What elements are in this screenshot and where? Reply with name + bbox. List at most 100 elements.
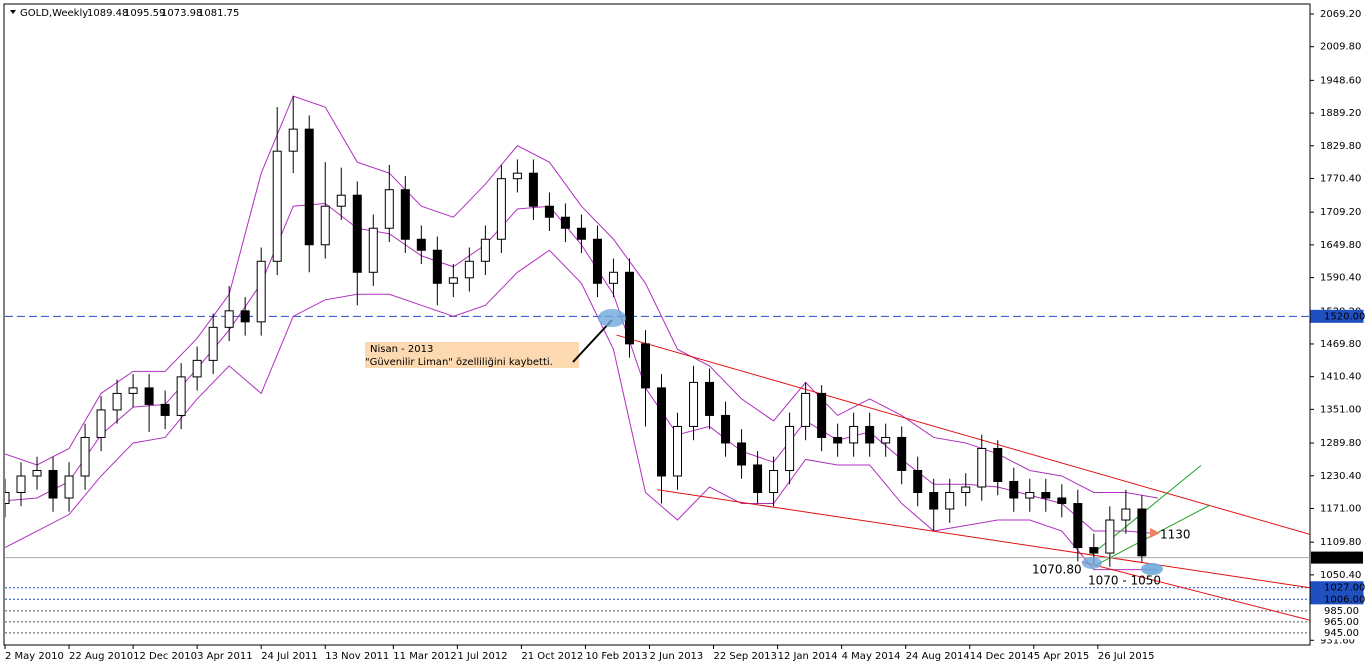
y-tick-label: 1171.00 (1320, 503, 1361, 514)
highlight (1141, 563, 1163, 575)
x-tick-label: 11 Mar 2012 (393, 651, 456, 662)
y-tick-label: 1889.20 (1320, 108, 1361, 119)
candle-body (1137, 508, 1147, 557)
candle-body (977, 447, 987, 488)
price-box-label: 945.00 (1324, 628, 1359, 639)
plot-frame (3, 3, 1311, 646)
candle-body (1025, 492, 1035, 499)
candle-body (256, 260, 266, 323)
x-tick-label: 10 Feb 2013 (585, 651, 647, 662)
candle-body (721, 414, 731, 444)
candle-body (945, 492, 955, 510)
trend-line (616, 334, 1310, 535)
y-tick-label: 1590.40 (1320, 273, 1361, 284)
candle-body (673, 425, 683, 477)
y-tick-label: 1649.80 (1320, 240, 1361, 251)
candle-body (192, 359, 202, 378)
candle-body (865, 425, 875, 444)
candle-body (496, 178, 506, 240)
candle-body (817, 392, 827, 438)
candle-body (576, 227, 586, 240)
y-tick-label: 931.60 (1320, 635, 1355, 646)
band-lower (5, 249, 1158, 571)
price-box-label: 985.00 (1324, 606, 1359, 617)
candle-body (785, 425, 795, 471)
candle-body (769, 469, 779, 494)
candle-body (913, 469, 923, 494)
candle-body (16, 475, 26, 494)
candle-body (336, 194, 346, 207)
y-tick-label: 1829.80 (1320, 141, 1361, 152)
y-tick-label: 1351.00 (1320, 404, 1361, 415)
band-upper (5, 95, 1158, 499)
candle-body (448, 277, 458, 284)
candle-body (208, 326, 218, 361)
y-tick-label: 1469.80 (1320, 339, 1361, 350)
candle-body (624, 271, 634, 345)
candle-body (144, 387, 154, 405)
candle-body (352, 194, 362, 273)
candle-body (929, 492, 939, 510)
y-tick-label: 1410.40 (1320, 372, 1361, 383)
candle-body (128, 387, 138, 394)
note-arrow (572, 319, 613, 363)
candle-body (432, 249, 442, 284)
ohlc-low: 1073.98 (161, 8, 202, 19)
note-title: Nisan - 2013 (370, 344, 433, 355)
level-label: 1070 - 1050 (1088, 574, 1161, 588)
highlight (1082, 557, 1102, 569)
candle-body (288, 128, 298, 152)
x-tick-label: 2 May 2010 (5, 651, 64, 662)
candle-body (272, 150, 282, 262)
price-box-label: 965.00 (1324, 617, 1359, 628)
candle-body (640, 343, 650, 389)
candle-body (5, 492, 10, 505)
x-tick-label: 3 Apr 2011 (197, 651, 252, 662)
candle-body (1009, 480, 1019, 499)
candle-body (464, 260, 474, 279)
candle-body (416, 238, 426, 251)
price-box-label: 1006.00 (1324, 594, 1365, 605)
candle-body (801, 392, 811, 427)
candle-body (1105, 519, 1115, 554)
candle-body (112, 392, 122, 411)
candle-body (560, 216, 570, 229)
candle-body (592, 238, 602, 284)
candle-body (368, 227, 378, 273)
menu-arrow (10, 10, 16, 14)
marker (1150, 528, 1160, 538)
candle-body (384, 189, 394, 229)
x-tick-label: 24 Jul 2011 (261, 651, 318, 662)
price-box-label: 1520.00 (1324, 311, 1365, 322)
candle-body (320, 205, 330, 246)
y-tick-label: 1948.60 (1320, 75, 1361, 86)
candle-body (528, 172, 538, 207)
candle-body (96, 409, 106, 438)
x-tick-label: 2 Jun 2013 (649, 651, 703, 662)
symbol: GOLD,Weekly (20, 8, 88, 19)
x-tick-label: 14 Dec 2014 (970, 651, 1034, 662)
candle-body (80, 436, 90, 477)
x-tick-label: 24 Aug 2014 (906, 651, 970, 662)
ohlc-open: 1089.48 (87, 8, 128, 19)
candle-body (737, 442, 747, 466)
ohlc-high: 1095.59 (124, 8, 165, 19)
candle-body (897, 436, 907, 471)
y-tick-label: 1109.80 (1320, 537, 1361, 548)
y-tick-label: 2009.80 (1320, 42, 1361, 53)
x-tick-label: 21 Oct 2012 (521, 651, 583, 662)
x-tick-label: 5 Apr 2015 (1034, 651, 1089, 662)
candle-body (608, 271, 618, 284)
y-tick-label: 2069.20 (1320, 9, 1361, 20)
candle-body (48, 469, 58, 499)
x-tick-label: 22 Sep 2013 (714, 651, 777, 662)
current-price-label: 1081.75 (1320, 553, 1361, 564)
candle-body (881, 436, 891, 444)
candle-body (753, 464, 763, 494)
candle-body (304, 128, 314, 246)
candle-body (833, 436, 843, 444)
candle-body (849, 425, 859, 444)
y-tick-label: 1289.80 (1320, 438, 1361, 449)
x-tick-label: 12 Dec 2010 (133, 651, 197, 662)
candle-body (176, 376, 186, 416)
